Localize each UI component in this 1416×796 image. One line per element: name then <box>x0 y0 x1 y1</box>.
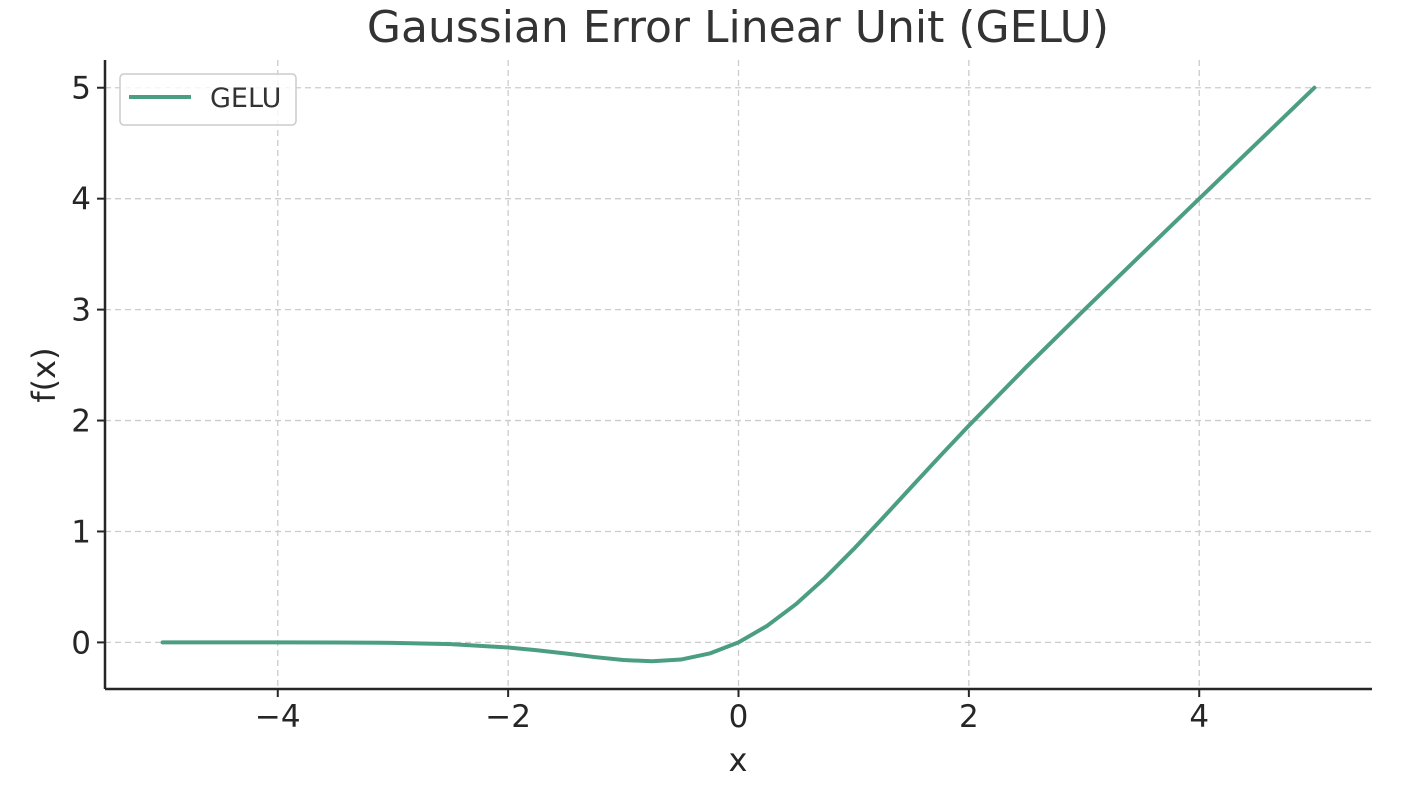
x-axis-label: x <box>729 741 748 779</box>
y-tick-label: 4 <box>71 182 91 218</box>
series-layer <box>160 85 1317 664</box>
x-tick-label: 0 <box>729 699 749 735</box>
y-tick-label: 3 <box>71 293 91 329</box>
grid-layer <box>105 60 1372 689</box>
x-tick-label: −2 <box>485 699 531 735</box>
y-tick-label: 2 <box>71 404 91 440</box>
x-tick-label: −4 <box>255 699 301 735</box>
x-tick-label: 4 <box>1189 699 1209 735</box>
legend: GELU <box>119 73 297 126</box>
chart-title: Gaussian Error Linear Unit (GELU) <box>367 2 1109 53</box>
y-tick-label: 0 <box>71 625 91 661</box>
legend-box <box>119 73 297 126</box>
y-tick-label: 1 <box>71 514 91 550</box>
legend-label-gelu: GELU <box>210 83 281 114</box>
y-tick-label: 5 <box>71 71 91 107</box>
ticks-layer: −4 −2 0 2 4 0 1 2 3 4 5 <box>71 71 1209 735</box>
x-tick-label: 2 <box>959 699 979 735</box>
series-line-gelu <box>160 85 1317 664</box>
y-axis-label: f(x) <box>25 347 63 402</box>
